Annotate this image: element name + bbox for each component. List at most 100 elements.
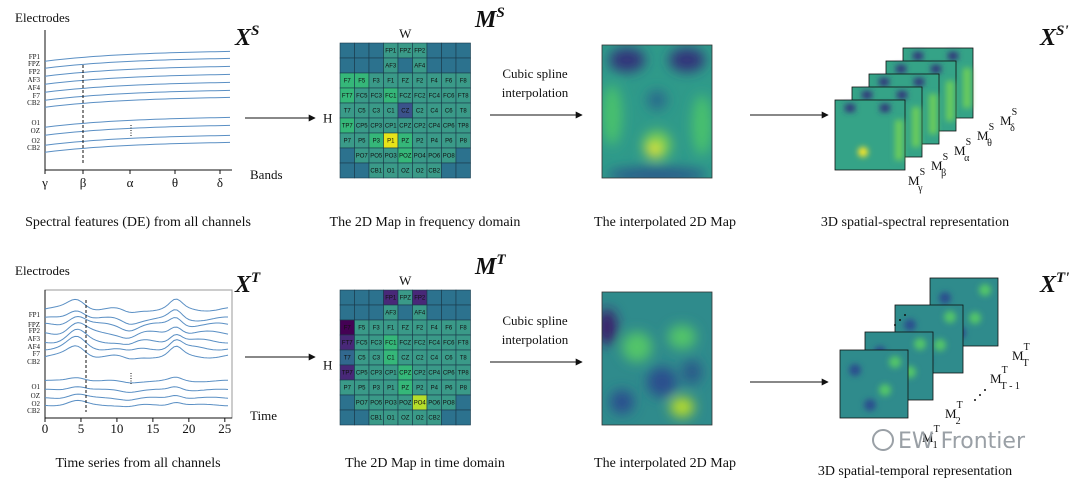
cell-label: P2 bbox=[416, 386, 424, 392]
cell-label: F5 bbox=[358, 79, 366, 85]
symbol-sub: θ bbox=[987, 138, 992, 149]
map-cell bbox=[339, 304, 355, 321]
blob bbox=[889, 356, 901, 368]
cell-label: P3 bbox=[373, 386, 381, 392]
layer-blobs bbox=[913, 52, 971, 108]
blob bbox=[879, 384, 891, 396]
blob bbox=[939, 292, 951, 304]
cell-label: F1 bbox=[387, 79, 395, 85]
cell-label: C2 bbox=[416, 356, 424, 362]
caption: Spectral features (DE) from all channels bbox=[25, 215, 251, 230]
cell-label: FCZ bbox=[399, 341, 411, 347]
blob bbox=[609, 48, 645, 72]
map-cell bbox=[426, 57, 442, 74]
cell-label: TP8 bbox=[458, 124, 470, 130]
map-cell bbox=[339, 394, 355, 411]
cell-label: PO3 bbox=[385, 401, 398, 407]
cell-label: CB1 bbox=[370, 416, 382, 422]
cell-label: CP1 bbox=[385, 371, 397, 377]
band-label: β bbox=[80, 175, 87, 190]
cell-label: FC1 bbox=[385, 341, 397, 347]
cell-label: CP3 bbox=[370, 124, 382, 130]
cell-label: FC4 bbox=[429, 341, 441, 347]
electrode-label: OZ bbox=[31, 127, 40, 135]
arrow-text: Cubic spline bbox=[502, 313, 568, 328]
cell-label: P7 bbox=[344, 139, 352, 145]
map-cell bbox=[339, 162, 355, 179]
blob bbox=[602, 85, 622, 145]
x-tick-label: 25 bbox=[218, 421, 231, 436]
symbol-base: M bbox=[990, 371, 1002, 386]
curve bbox=[44, 50, 231, 62]
curve bbox=[44, 376, 229, 384]
cell-label: FC1 bbox=[385, 94, 397, 100]
map-cell bbox=[354, 162, 370, 179]
symbol-base: M bbox=[931, 158, 943, 173]
cell-label: FC3 bbox=[371, 94, 383, 100]
cell-label: O2 bbox=[416, 416, 425, 422]
symbol-sup: T bbox=[957, 400, 963, 411]
cell-label: CPZ bbox=[399, 124, 411, 130]
symbol: MT 2 bbox=[945, 400, 963, 427]
cell-label: F6 bbox=[445, 326, 453, 332]
cell-label: CP4 bbox=[428, 371, 440, 377]
x-tick-label: 0 bbox=[42, 421, 49, 436]
ellipsis-dot bbox=[899, 319, 901, 321]
electrode-label: AF3 bbox=[28, 335, 41, 343]
cell-label: F2 bbox=[416, 326, 424, 332]
electrode-label: F7 bbox=[33, 350, 41, 358]
map-cell bbox=[455, 289, 471, 306]
blob bbox=[862, 91, 872, 99]
symbol-base: M bbox=[474, 7, 498, 33]
cell-label: PO8 bbox=[443, 401, 456, 407]
cell-label: PO3 bbox=[385, 154, 398, 160]
cell-label: CP5 bbox=[356, 124, 368, 130]
cell-label: FC6 bbox=[443, 94, 455, 100]
blob bbox=[931, 65, 941, 73]
symbol: MS δ bbox=[1000, 107, 1017, 134]
symbol-base: M bbox=[1012, 348, 1024, 363]
map-cell bbox=[354, 289, 370, 306]
cell-label: FC3 bbox=[371, 341, 383, 347]
cell-label: CP6 bbox=[443, 371, 455, 377]
electrode-label: AF4 bbox=[28, 84, 41, 92]
map-cell bbox=[339, 147, 355, 164]
curve bbox=[44, 328, 229, 345]
map-cell bbox=[426, 304, 442, 321]
curve bbox=[44, 393, 229, 401]
heatmap-blobs bbox=[602, 309, 702, 417]
curve bbox=[44, 65, 231, 77]
map-w: W bbox=[399, 26, 412, 41]
layer-blobs bbox=[879, 78, 937, 134]
cell-label: P4 bbox=[431, 139, 439, 145]
cell-label: C5 bbox=[358, 109, 366, 115]
symbol-base: M bbox=[922, 430, 934, 445]
cell-label: C6 bbox=[445, 356, 453, 362]
cell-label: CB1 bbox=[370, 169, 382, 175]
cell-label: PO7 bbox=[356, 401, 369, 407]
map-cell bbox=[441, 42, 457, 59]
cell-label: CB2 bbox=[428, 416, 440, 422]
blob bbox=[602, 309, 617, 345]
cell-label: P8 bbox=[460, 139, 468, 145]
blob bbox=[963, 68, 971, 108]
map-cell bbox=[441, 409, 457, 426]
cell-label: T8 bbox=[460, 109, 468, 115]
curve bbox=[44, 81, 231, 93]
cell-label: FT8 bbox=[458, 341, 469, 347]
cell-label: F8 bbox=[460, 326, 468, 332]
symbol: MT T - 1 bbox=[990, 365, 1020, 392]
symbol-sup: S' bbox=[1056, 23, 1069, 39]
cell-label: F1 bbox=[387, 326, 395, 332]
electrode-label: O2 bbox=[31, 400, 40, 408]
cell-label: OZ bbox=[401, 169, 410, 175]
map-cell bbox=[339, 42, 355, 59]
symbol-sup: S bbox=[989, 122, 995, 133]
symbol-base: M bbox=[977, 128, 989, 143]
cell-label: F8 bbox=[460, 79, 468, 85]
cell-label: F4 bbox=[431, 326, 439, 332]
cell-label: PO6 bbox=[428, 401, 441, 407]
cell-label: AF4 bbox=[414, 311, 426, 317]
cell-label: FC6 bbox=[443, 341, 455, 347]
electrode-label: FPZ bbox=[28, 60, 40, 68]
